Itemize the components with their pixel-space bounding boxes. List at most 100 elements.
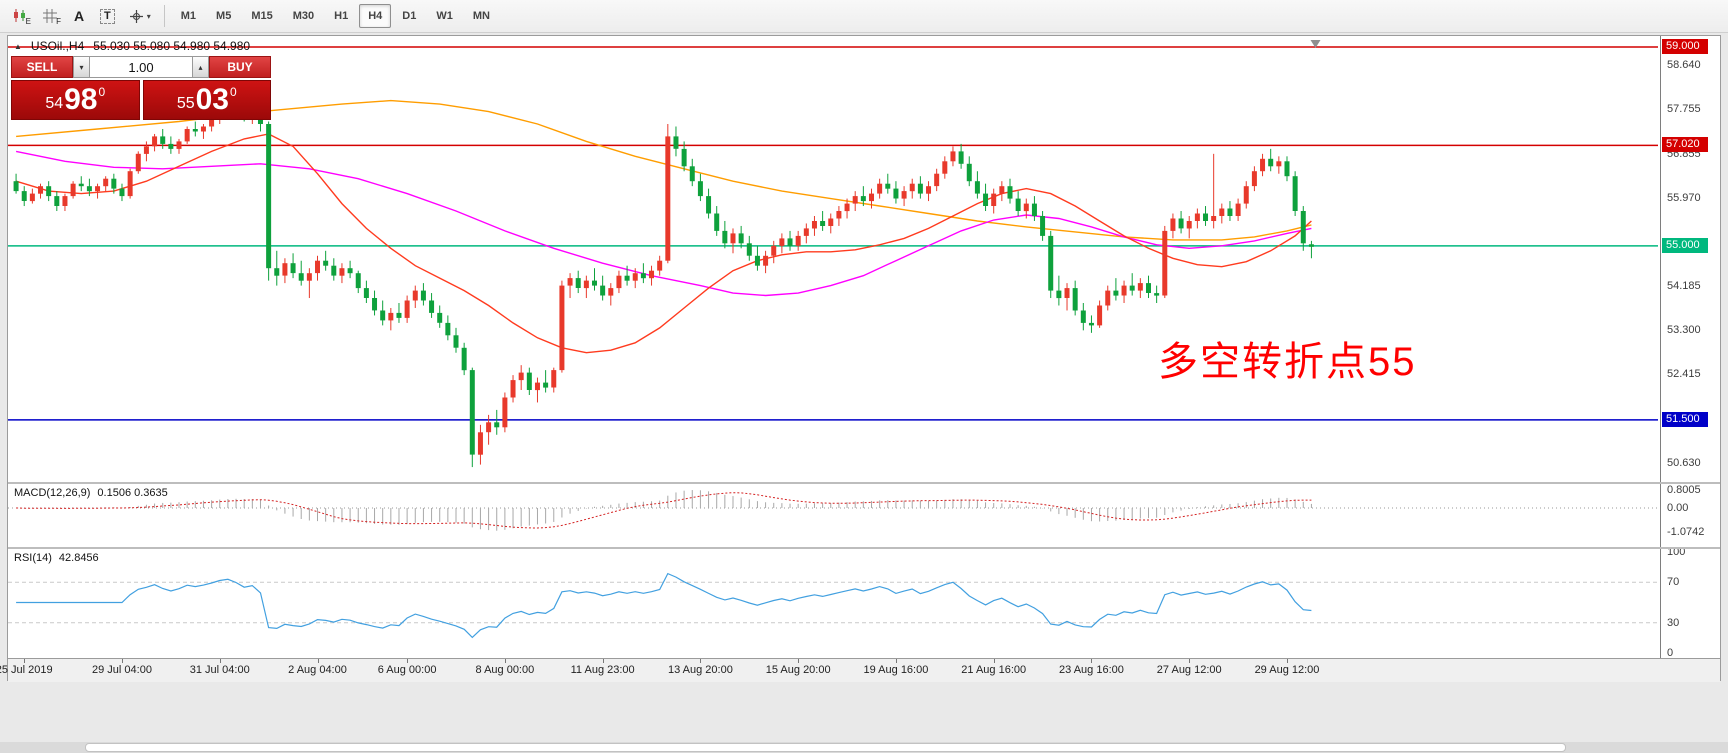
candlestick-chart-icon	[14, 9, 25, 22]
time-axis-tick	[407, 659, 409, 663]
macd-tick-label: 0.8005	[1667, 483, 1701, 496]
time-axis-tick	[993, 659, 995, 663]
pane-splitter[interactable]	[8, 482, 1720, 484]
rsi-tick-label: 0	[1667, 647, 1674, 659]
buy-price-box[interactable]: 55 03 0	[142, 80, 271, 120]
timeframe-button-m5[interactable]: M5	[207, 4, 240, 28]
timeframe-button-mn[interactable]: MN	[464, 4, 499, 28]
time-axis[interactable]: 25 Jul 2019 29 Jul 04:00 31 Jul 04:00 2 Aug…	[0, 658, 1720, 682]
letter-t-icon: T	[100, 8, 115, 24]
sell-price-box[interactable]: 54 98 0	[11, 80, 140, 120]
macd-label: MACD(12,26,9) 0.1506 0.3635	[14, 487, 168, 499]
toolbar-separator	[163, 5, 165, 27]
time-axis-label: 15 Aug 20:00	[765, 664, 831, 676]
sell-price-big-figure: 54	[45, 95, 64, 112]
time-axis-label: 27 Aug 12:00	[1156, 664, 1222, 676]
chevron-down-icon: ▾	[79, 62, 84, 72]
time-axis-tick	[317, 659, 319, 663]
buy-price-pipette: 0	[229, 85, 237, 99]
tool-badge: F	[56, 17, 61, 26]
sell-button[interactable]: SELL	[11, 56, 73, 78]
time-axis-tick	[121, 659, 123, 663]
time-axis-tick	[1286, 659, 1288, 663]
timeframe-button-m1[interactable]: M1	[172, 4, 205, 28]
time-axis-tick	[504, 659, 506, 663]
time-axis-tick	[895, 659, 897, 663]
macd-histogram	[23, 490, 1312, 531]
annotation-text[interactable]: 多空转折点55	[1158, 340, 1417, 384]
rsi-tick-label: 100	[1667, 546, 1686, 558]
time-axis-tick	[798, 659, 800, 663]
rsi-pane: RSI(14) 42.8456	[8, 549, 1660, 658]
chart-window: ▲ USOil.,H4 55.030 55.080 54.980 54.980 …	[0, 35, 1721, 682]
price-line-badge: 57.020	[1662, 137, 1708, 153]
pane-splitter[interactable]	[8, 547, 1720, 549]
macd-tick-label: -1.0742	[1667, 526, 1705, 539]
macd-values: 0.1506 0.3635	[97, 487, 168, 499]
toolbar: E F A T ▾ M1 M5 M15 M30 H1 H4 D1 W1 MN	[0, 0, 1728, 33]
rsi-svg[interactable]	[8, 549, 1658, 658]
price-tick-label: 53.300	[1667, 324, 1701, 337]
sell-price-pipette: 0	[98, 85, 106, 99]
ma-line-mid-magenta	[15, 150, 1312, 297]
crosshair-icon	[129, 9, 143, 23]
time-axis-label: 29 Aug 12:00	[1254, 664, 1320, 676]
time-axis-tick	[1189, 659, 1191, 663]
macd-pane: MACD(12,26,9) 0.1506 0.3635	[8, 484, 1660, 547]
rsi-tick-label: 30	[1667, 616, 1680, 629]
time-axis-label: 13 Aug 20:00	[667, 664, 733, 676]
price-tick-label: 57.755	[1667, 102, 1701, 115]
cursor-tool-button[interactable]: ▾	[123, 4, 157, 28]
time-axis-tick	[219, 659, 221, 663]
font-tool-button[interactable]: A	[66, 4, 92, 28]
horizontal-scrollbar[interactable]	[0, 742, 1728, 753]
macd-svg[interactable]	[8, 484, 1658, 547]
volume-decrease-button[interactable]: ▾	[73, 56, 90, 78]
time-axis-label: 11 Aug 23:00	[570, 664, 635, 676]
volume-increase-button[interactable]: ▴	[192, 56, 209, 78]
rsi-tick-label: 70	[1667, 576, 1680, 589]
one-click-panel-toggle-icon[interactable]: ▲	[14, 41, 22, 51]
price-axis[interactable]: 58.640 57.755 56.855 55.970 54.185 53.300 52.4…	[1660, 36, 1720, 659]
price-line-badge: 59.000	[1662, 38, 1708, 54]
rsi-label: RSI(14) 42.8456	[14, 552, 99, 564]
volume-input[interactable]	[90, 56, 192, 78]
timeframe-button-m15[interactable]: M15	[242, 4, 281, 28]
price-tick-label: 50.630	[1667, 457, 1701, 470]
horizontal-scrollbar-thumb[interactable]	[85, 743, 1566, 752]
chart-type-tool-button[interactable]: E	[6, 4, 34, 28]
buy-price-pips: 03	[195, 83, 229, 116]
grid-tool-button[interactable]: F	[36, 4, 64, 28]
time-axis-label: 8 Aug 00:00	[475, 664, 535, 676]
timeframe-button-h4[interactable]: H4	[359, 4, 392, 28]
rsi-value: 42.8456	[58, 552, 99, 564]
one-click-trading-panel: SELL ▾ ▴ BUY 54 98 0 55 03 0	[11, 56, 271, 120]
price-tick-label: 55.970	[1667, 191, 1701, 204]
main-chart-pane: ▲ USOil.,H4 55.030 55.080 54.980 54.980 …	[8, 36, 1660, 482]
main-chart-svg[interactable]	[8, 36, 1658, 482]
sell-price-pips: 98	[64, 83, 98, 116]
time-axis-label: 25 Jul 2019	[0, 664, 53, 676]
time-axis-label: 21 Aug 16:00	[961, 664, 1027, 676]
letter-a-icon: A	[73, 8, 85, 24]
buy-price-big-figure: 55	[176, 95, 195, 112]
chart-ohlc-values: 55.030 55.080 54.980 54.980	[93, 39, 251, 53]
timeframe-toolbar: M1 M5 M15 M30 H1 H4 D1 W1 MN	[171, 4, 500, 28]
timeframe-button-d1[interactable]: D1	[393, 4, 425, 28]
rsi-line	[16, 572, 1312, 639]
time-axis-label: 19 Aug 16:00	[863, 664, 929, 676]
timeframe-button-w1[interactable]: W1	[427, 4, 462, 28]
ma-line-fast-red	[15, 133, 1312, 354]
text-label-tool-button[interactable]: T	[94, 4, 121, 28]
macd-signal-line	[16, 492, 1312, 529]
time-axis-tick	[24, 659, 26, 663]
chart-symbol-period: USOil.,H4	[30, 39, 85, 53]
timeframe-button-h1[interactable]: H1	[325, 4, 357, 28]
time-axis-tick	[1091, 659, 1093, 663]
buy-button[interactable]: BUY	[209, 56, 271, 78]
grid-icon	[43, 9, 57, 23]
timeframe-button-m30[interactable]: M30	[284, 4, 323, 28]
time-axis-label: 23 Aug 16:00	[1059, 664, 1124, 676]
time-axis-tick	[700, 659, 702, 663]
